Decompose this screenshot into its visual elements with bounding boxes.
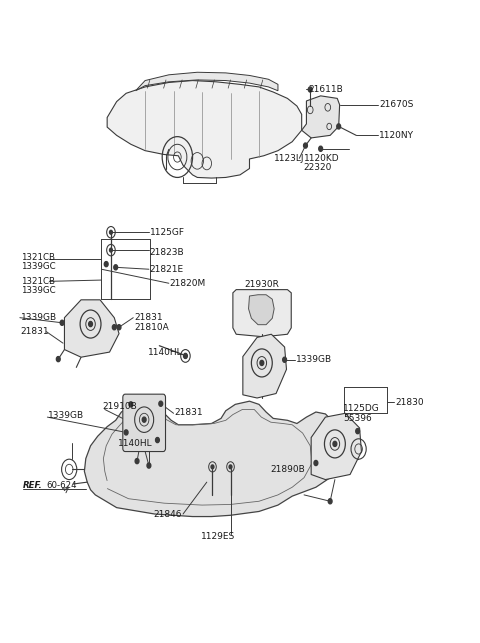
Text: 21846: 21846 [154,510,182,519]
Text: 21831: 21831 [175,408,203,417]
Text: 21821E: 21821E [150,265,184,274]
Text: 1140HL: 1140HL [118,439,152,448]
Circle shape [89,322,93,327]
Text: 1321CB: 1321CB [21,253,55,262]
Polygon shape [136,72,278,91]
Text: 55396: 55396 [343,414,372,423]
Text: 1129ES: 1129ES [201,532,235,541]
Circle shape [56,357,60,361]
Text: 21611B: 21611B [308,85,343,94]
Text: 1125DG: 1125DG [343,404,380,413]
Text: 21831: 21831 [135,313,163,322]
Circle shape [109,230,112,234]
Circle shape [109,248,112,252]
Text: 1339GC: 1339GC [21,262,55,271]
Text: 1123LJ: 1123LJ [274,154,305,163]
Circle shape [303,143,307,148]
Circle shape [124,430,128,435]
Text: 1140HL: 1140HL [147,348,182,357]
Polygon shape [311,413,361,480]
Text: 1339GB: 1339GB [48,412,84,421]
Text: 60-624: 60-624 [47,482,77,491]
Circle shape [156,437,159,442]
Circle shape [229,465,232,469]
Circle shape [260,360,264,365]
Circle shape [129,402,133,407]
Circle shape [159,401,163,406]
Circle shape [314,460,318,466]
FancyBboxPatch shape [123,394,166,451]
Text: 21823B: 21823B [150,248,184,257]
Circle shape [142,417,146,422]
Text: 21670S: 21670S [379,100,413,109]
Text: REF.: REF. [23,482,42,491]
Circle shape [283,358,287,362]
Polygon shape [64,300,119,358]
Circle shape [112,325,116,330]
Text: 1339GB: 1339GB [296,355,332,364]
Text: 1120KD: 1120KD [303,154,339,163]
Text: 21831: 21831 [21,327,49,336]
Text: 21930R: 21930R [245,280,280,289]
Circle shape [319,146,323,151]
Circle shape [147,463,151,468]
Circle shape [356,429,360,433]
Polygon shape [107,80,301,178]
Polygon shape [301,96,340,138]
Circle shape [328,499,332,504]
Polygon shape [243,334,287,398]
Circle shape [337,124,341,129]
Circle shape [104,262,108,267]
Circle shape [183,354,187,358]
Text: 1339GC: 1339GC [21,286,55,295]
Circle shape [308,87,312,92]
Circle shape [211,465,214,469]
Text: 1321CB: 1321CB [21,278,55,287]
Text: 21820M: 21820M [170,279,206,288]
Circle shape [135,458,139,464]
Text: 21810A: 21810A [135,323,169,332]
Text: 21910B: 21910B [102,403,137,412]
Polygon shape [84,401,344,516]
Polygon shape [249,294,274,325]
Circle shape [333,441,337,446]
Text: 1120NY: 1120NY [379,131,414,140]
Text: 1339GB: 1339GB [21,313,57,322]
Circle shape [117,325,121,330]
Text: 1125GF: 1125GF [150,228,185,237]
Circle shape [60,320,64,325]
Text: 22320: 22320 [303,163,332,172]
Text: 21830: 21830 [396,398,424,407]
Polygon shape [233,289,291,337]
Circle shape [114,265,118,270]
Text: 21890B: 21890B [271,465,306,474]
